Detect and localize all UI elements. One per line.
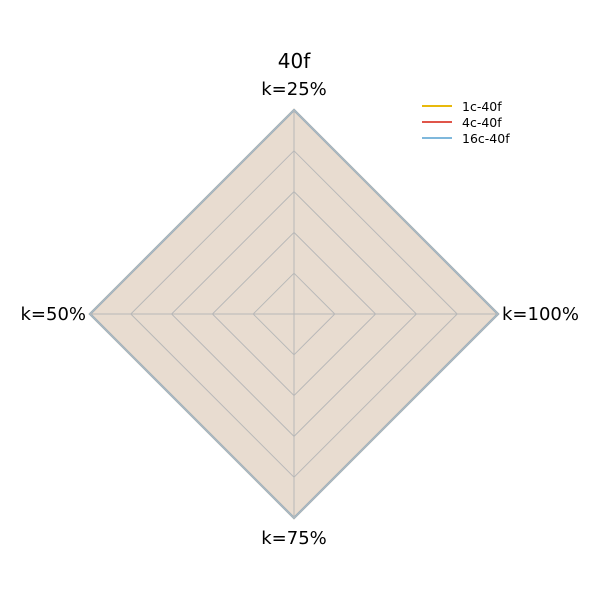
legend-item: 16c-40f [422,130,510,146]
chart-legend: 1c-40f 4c-40f 16c-40f [422,98,510,146]
legend-item: 1c-40f [422,98,510,114]
axis-label-right: k=100% [502,304,579,325]
axis-label-left: k=50% [20,304,86,325]
axis-label-top: k=25% [261,79,327,100]
axis-label-bottom: k=75% [261,528,327,549]
legend-label: 1c-40f [462,98,502,114]
legend-label: 4c-40f [462,114,502,130]
legend-swatch [422,121,452,123]
legend-swatch [422,137,452,139]
radar-grid [89,109,499,519]
legend-item: 4c-40f [422,114,510,130]
chart-title: 40f [278,49,311,73]
legend-swatch [422,105,452,107]
legend-label: 16c-40f [462,130,510,146]
